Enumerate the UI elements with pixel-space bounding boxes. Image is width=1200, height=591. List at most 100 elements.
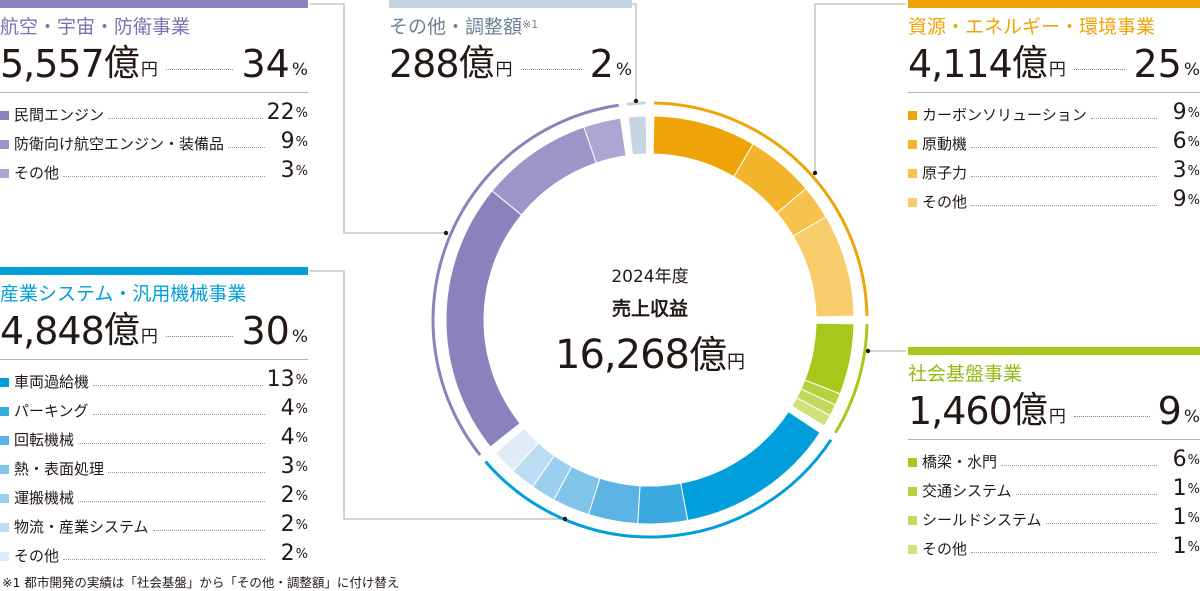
sub-item-row: 原子力 3%	[908, 155, 1200, 184]
sub-item-percent: 3	[1172, 158, 1187, 183]
percent-unit: %	[1183, 407, 1200, 427]
segment-amount: 1,460	[908, 389, 1013, 433]
yen-unit: 円	[1048, 407, 1066, 427]
segment-panel-aero: 航空・宇宙・防衛事業 5,557 億円 34% 民間エンジン 22% 防衛向け航空エン…	[0, 0, 308, 184]
donut-slice	[652, 115, 754, 178]
segment-title-text: その他・調整額	[389, 16, 523, 38]
sub-item-row: 車両過給機 13%	[0, 364, 308, 393]
leader-dots	[78, 501, 265, 502]
leader-dots	[108, 472, 265, 473]
leader-dots	[108, 118, 263, 119]
segment-total: 5,557 億円 34%	[0, 42, 308, 86]
segment-percent: 2	[589, 42, 614, 86]
sub-item-percent: 6	[1172, 447, 1187, 472]
leader-dots	[1015, 494, 1157, 495]
color-swatch-icon	[0, 436, 9, 445]
color-swatch-icon	[0, 494, 9, 503]
percent-unit: %	[1187, 135, 1200, 150]
sub-item-percent: 3	[280, 158, 295, 183]
center-label: 売上収益	[611, 298, 688, 320]
sub-item-row: 熱・表面処理 3%	[0, 451, 308, 480]
percent-unit: %	[295, 164, 308, 179]
leader-dots	[78, 443, 265, 444]
sub-item-percent: 22	[266, 100, 295, 125]
oku-unit: 億	[1011, 43, 1048, 84]
sub-item-row: 交通システム 1%	[908, 473, 1200, 502]
segment-panel-infra: 社会基盤事業 1,460 億円 9% 橋梁・水門 6% 交通システム 1% シールドシステ…	[908, 347, 1200, 560]
sub-item-label: 原子力	[922, 164, 968, 182]
sub-items: カーボンソリューション 9% 原動機 6% 原子力 3% その他 9%	[908, 97, 1200, 213]
sub-item-label: その他	[922, 540, 968, 558]
segment-title: その他・調整額※1	[389, 16, 632, 38]
leader-dots	[1090, 118, 1157, 119]
sub-item-percent: 4	[280, 396, 295, 421]
sub-item-percent: 2	[280, 483, 295, 508]
leader-dots	[1073, 416, 1150, 417]
percent-unit: %	[1187, 193, 1200, 208]
sub-item-percent: 4	[280, 425, 295, 450]
center-yen: 円	[726, 352, 745, 373]
segment-percent: 34	[241, 42, 290, 86]
segment-outer-arc	[834, 324, 869, 434]
sub-item-row: パーキング 4%	[0, 393, 308, 422]
percent-unit: %	[295, 460, 308, 475]
donut-slice	[791, 397, 831, 427]
segment-title: 産業システム・汎用機械事業	[0, 283, 247, 305]
percent-unit: %	[1187, 540, 1200, 555]
segment-title: 社会基盤事業	[908, 363, 1023, 385]
segment-percent: 30	[241, 309, 290, 353]
color-swatch-icon	[0, 407, 9, 416]
sub-items: 車両過給機 13% パーキング 4% 回転機械 4% 熱・表面処理 3% 運搬機械 2% 物流・産業…	[0, 364, 308, 567]
sub-item-label: パーキング	[14, 402, 89, 420]
sub-item-row: その他 2%	[0, 538, 308, 567]
segment-total: 4,114 億円 25%	[908, 42, 1200, 85]
donut-slice	[494, 427, 540, 472]
donut-slice	[680, 410, 821, 522]
segment-title: 資源・エネルギー・環境事業	[908, 16, 1156, 38]
sub-item-label: 熱・表面処理	[14, 460, 105, 478]
sub-item-percent: 9	[1172, 100, 1187, 125]
leader-dots	[971, 205, 1157, 206]
sub-item-row: カーボンソリューション 9%	[908, 97, 1200, 126]
segment-color-bar	[908, 347, 1200, 355]
sub-item-percent: 3	[280, 454, 295, 479]
leader-dots	[93, 385, 263, 386]
percent-unit: %	[295, 373, 308, 388]
sub-item-label: 橋梁・水門	[922, 453, 998, 471]
sub-item-row: 民間エンジン 22%	[0, 97, 308, 126]
sub-item-label: 車両過給機	[14, 373, 90, 391]
sub-item-row: 運搬機械 2%	[0, 480, 308, 509]
color-swatch-icon	[0, 169, 9, 178]
leader-dots	[971, 176, 1157, 177]
segment-outer-arc	[484, 438, 833, 539]
divider	[908, 92, 1200, 93]
center-oku: 億	[688, 333, 727, 377]
color-swatch-icon	[908, 487, 917, 496]
sub-item-row: 防衛向け航空エンジン・装備品 9%	[0, 126, 308, 155]
yen-unit: 円	[140, 327, 158, 347]
yen-unit: 円	[1048, 60, 1066, 80]
color-swatch-icon	[0, 140, 9, 149]
sub-item-label: 運搬機械	[14, 489, 75, 507]
sub-item-row: 物流・産業システム 2%	[0, 509, 308, 538]
segment-total: 288 億円 2%	[389, 42, 632, 86]
segment-amount: 288	[389, 42, 460, 86]
percent-unit: %	[1187, 453, 1200, 468]
leader-dots	[1073, 69, 1126, 70]
segment-panel-energy: 資源・エネルギー・環境事業 4,114 億円 25% カーボンソリューション 9% 原…	[908, 0, 1200, 213]
segment-amount: 5,557	[0, 42, 105, 86]
sub-item-percent: 13	[266, 367, 295, 392]
sub-item-label: 交通システム	[922, 482, 1012, 500]
segment-panel-industrial: 産業システム・汎用機械事業 4,848 億円 30% 車両過給機 13% パーキング 4…	[0, 267, 308, 567]
color-swatch-icon	[0, 378, 9, 387]
color-swatch-icon	[908, 198, 917, 207]
center-amount: 16,268	[555, 332, 690, 378]
leader-dots	[971, 552, 1157, 553]
sub-item-percent: 6	[1172, 129, 1187, 154]
donut-slice	[491, 126, 597, 216]
sub-item-label: 原動機	[922, 135, 968, 153]
percent-unit: %	[295, 402, 308, 417]
leader-dots	[165, 336, 234, 337]
segment-outer-arc	[431, 103, 619, 457]
segment-color-bar	[0, 267, 308, 275]
